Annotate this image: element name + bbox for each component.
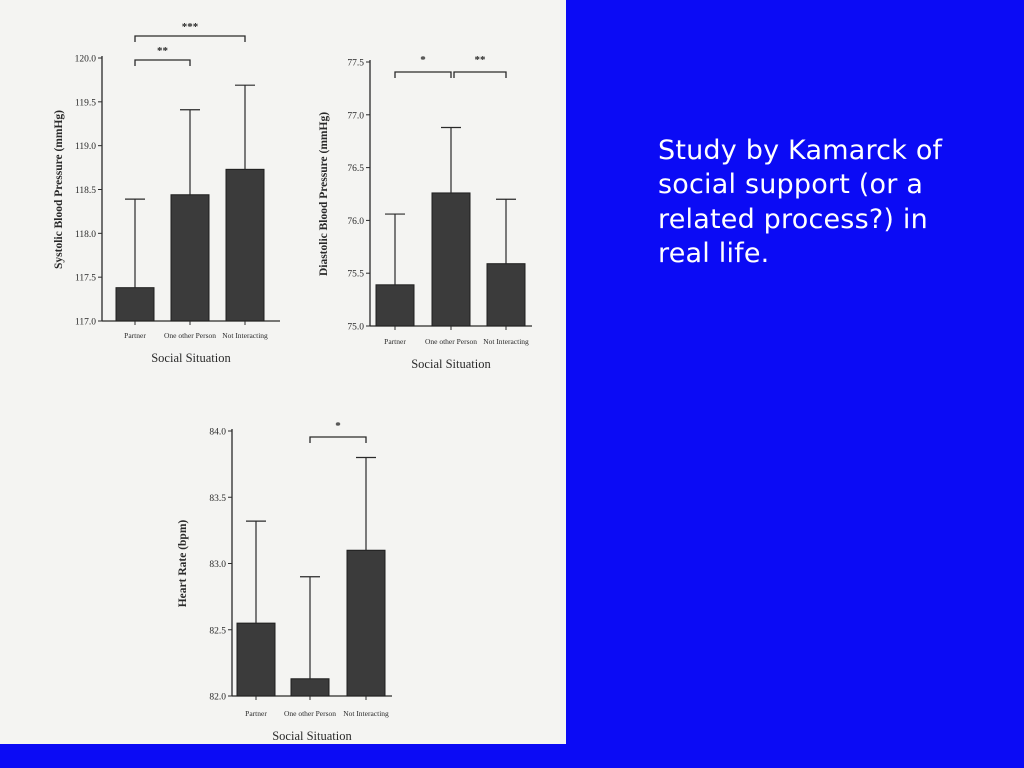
systolic-bp-chart: 117.0 117.5 118.0 118.5 119.0 119.5 120.0 Partn… <box>53 21 532 743</box>
y-tick-label: 119.0 <box>75 142 96 152</box>
y-tick-label: 82.5 <box>209 626 226 636</box>
bar <box>236 622 276 697</box>
significance-bracket <box>134 59 191 66</box>
y-tick-label: 118.0 <box>75 230 96 240</box>
bar <box>431 192 471 327</box>
category-label: Partner <box>124 331 146 340</box>
bar <box>115 287 155 322</box>
y-tick-label: 117.0 <box>75 318 96 328</box>
bar <box>375 284 415 327</box>
significance-label: ** <box>157 45 169 57</box>
category-label: One other Person <box>284 709 336 718</box>
y-tick-label: 75.5 <box>347 270 364 280</box>
y-axis-title: Systolic Blood Pressure (mmHg) <box>53 110 65 269</box>
slide-text: Study by Kamarck of social support (or a… <box>658 135 943 269</box>
y-tick-label: 83.5 <box>209 494 226 504</box>
category-label: Partner <box>384 337 406 346</box>
category-label: One other Person <box>425 337 477 346</box>
significance-bracket <box>309 436 367 443</box>
bar <box>346 549 386 697</box>
significance-bracket <box>453 71 507 78</box>
category-label: Not Interacting <box>343 709 389 718</box>
y-tick-label: 82.0 <box>209 693 226 703</box>
bar <box>225 168 265 322</box>
y-tick-label: 120.0 <box>75 55 97 65</box>
bar <box>170 194 210 322</box>
y-tick-label: 76.5 <box>347 164 364 174</box>
scanned-figure: 117.0 117.5 118.0 118.5 119.0 119.5 120.0 Partn… <box>0 0 566 744</box>
significance-bracket <box>134 35 246 42</box>
category-label: Partner <box>245 709 267 718</box>
y-tick-label: 76.0 <box>347 217 364 227</box>
significance-label: * <box>335 420 341 432</box>
significance-label: * <box>420 54 426 66</box>
y-tick-label: 119.5 <box>75 98 96 108</box>
y-axis-title: Diastolic Blood Pressure (mmHg) <box>318 112 330 276</box>
x-axis-title: Social Situation <box>272 729 352 743</box>
y-tick-label: 84.0 <box>209 428 226 438</box>
heart-rate-chart: 82.0 82.5 83.0 83.5 84.0 Partner One other Per… <box>177 420 392 743</box>
category-label: Not Interacting <box>483 337 529 346</box>
category-label: Not Interacting <box>222 331 268 340</box>
significance-bracket <box>394 71 452 78</box>
bar <box>486 263 526 327</box>
category-label: One other Person <box>164 331 216 340</box>
y-tick-label: 117.5 <box>75 274 96 284</box>
y-tick-label: 77.0 <box>347 111 364 121</box>
bar <box>290 678 330 697</box>
y-tick-label: 118.5 <box>75 186 96 196</box>
y-tick-label: 77.5 <box>347 59 364 69</box>
y-axis-title: Heart Rate (bpm) <box>177 520 189 608</box>
significance-label: ** <box>475 54 487 66</box>
y-tick-label: 83.0 <box>209 560 226 570</box>
systolic-chart: 117.0 117.5 118.0 118.5 119.0 119.5 120.0 Partn… <box>53 21 280 365</box>
diastolic-chart: 75.0 75.5 76.0 76.5 77.0 77.5 Partner One other… <box>318 54 532 371</box>
significance-label: *** <box>182 21 199 33</box>
x-axis-title: Social Situation <box>151 351 231 365</box>
y-tick-label: 75.0 <box>347 323 364 333</box>
x-axis-title: Social Situation <box>411 357 491 371</box>
